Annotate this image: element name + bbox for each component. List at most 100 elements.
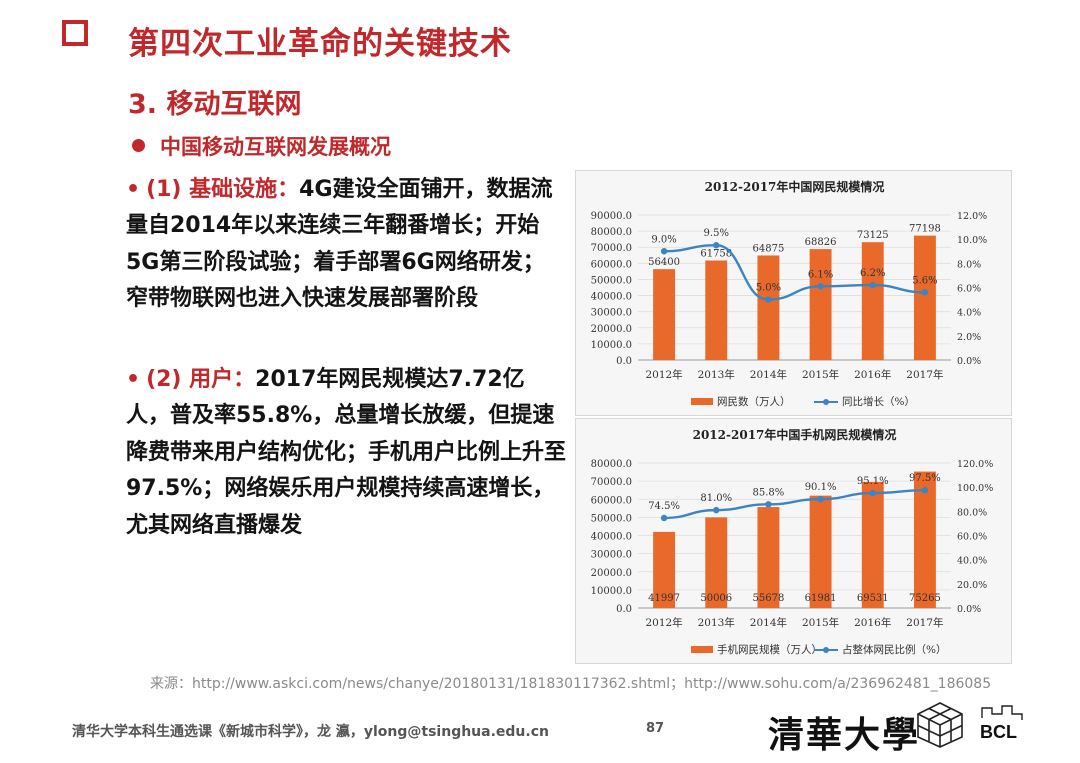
y-right-tick-label: 20.0% bbox=[957, 580, 987, 591]
chart-mobile-users-svg: 2012-2017年中国手机网民规模情况 0.0 10000.0 20000.0 300… bbox=[591, 427, 994, 656]
source-citation: 来源：http://www.askci.com/news/chanye/2018… bbox=[150, 676, 992, 692]
line-data-label: 5.6% bbox=[912, 275, 937, 286]
x-tick-label: 2015年 bbox=[802, 368, 839, 381]
y-left-tick-label: 80000.0 bbox=[591, 227, 632, 238]
legend-line-label: 同比增长（%） bbox=[842, 395, 915, 408]
y-left-tick-label: 60000.0 bbox=[591, 495, 632, 506]
y-right-tick-label: 6.0% bbox=[957, 284, 981, 295]
line-data-label: 9.5% bbox=[704, 228, 729, 239]
y-right-tick-label: 4.0% bbox=[957, 308, 981, 319]
line-data-label: 95.1% bbox=[857, 476, 889, 487]
bcl-logo-text: BCL bbox=[980, 722, 1017, 742]
line-data-label: 5.0% bbox=[756, 283, 781, 294]
bar bbox=[653, 269, 676, 360]
x-tick-label: 2016年 bbox=[854, 616, 891, 629]
bar bbox=[861, 242, 884, 360]
tsinghua-logo: 清華大學 bbox=[768, 714, 921, 756]
legend-line-marker bbox=[823, 647, 829, 653]
line-point bbox=[765, 501, 772, 508]
bullet-icon: • bbox=[126, 367, 141, 392]
legend-line-marker bbox=[823, 399, 829, 405]
legend-bar-label: 手机网民规模（万人） bbox=[717, 643, 822, 656]
bar-data-label: 55678 bbox=[753, 593, 785, 604]
y-right-tick-label: 0.0% bbox=[957, 604, 981, 615]
y-left-tick-label: 50000.0 bbox=[591, 275, 632, 286]
chart-internet-users-svg: 2012-2017年中国网民规模情况 0.0 10000.0 20000.0 30000… bbox=[591, 179, 988, 408]
subheading: 中国移动互联网发展概况 bbox=[160, 135, 391, 159]
bar-data-label: 75265 bbox=[909, 593, 941, 604]
x-tick-label: 2016年 bbox=[854, 368, 891, 381]
y-right-tick-label: 8.0% bbox=[957, 259, 981, 270]
line-data-label: 9.0% bbox=[651, 234, 676, 245]
y-right-tick-label: 12.0% bbox=[957, 211, 987, 222]
line-point bbox=[921, 289, 929, 296]
y-right-tick-label: 10.0% bbox=[957, 235, 987, 246]
x-tick-label: 2013年 bbox=[698, 616, 735, 629]
bar-data-label: 69531 bbox=[857, 593, 889, 604]
line-point bbox=[817, 495, 824, 503]
bar-data-label: 68826 bbox=[805, 237, 837, 248]
y-left-tick-label: 30000.0 bbox=[591, 550, 632, 561]
bullet-dot-icon bbox=[132, 139, 145, 152]
x-tick-label: 2014年 bbox=[750, 368, 787, 381]
y-left-tick-label: 0.0 bbox=[616, 604, 632, 615]
line-point bbox=[765, 296, 772, 303]
line-data-label: 6.1% bbox=[808, 269, 833, 280]
bar-data-label: 56400 bbox=[648, 257, 680, 268]
line-point bbox=[713, 242, 720, 249]
bar bbox=[757, 507, 780, 608]
x-tick-label: 2012年 bbox=[645, 368, 682, 381]
bar bbox=[913, 235, 936, 360]
bar-data-label: 61758 bbox=[700, 249, 732, 260]
line-data-label: 97.5% bbox=[909, 473, 941, 484]
chart-mobile-users: 2012-2017年中国手机网民规模情况 0.0 10000.0 20000.0 300… bbox=[575, 418, 1012, 664]
line-data-label: 74.5% bbox=[648, 501, 680, 512]
paragraph-users: • (2) 用户：2017年网民规模达7.72亿人，普及率55.8%，总量增长放缓… bbox=[126, 362, 566, 544]
y-right-tick-label: 60.0% bbox=[957, 532, 987, 543]
line-point bbox=[921, 486, 929, 494]
line-data-label: 90.1% bbox=[805, 482, 837, 493]
y-left-tick-label: 70000.0 bbox=[591, 477, 632, 488]
y-left-tick-label: 80000.0 bbox=[591, 459, 632, 470]
y-right-tick-label: 80.0% bbox=[957, 507, 987, 518]
line-point bbox=[660, 248, 668, 255]
y-left-tick-label: 20000.0 bbox=[591, 324, 632, 335]
y-right-tick-label: 100.0% bbox=[957, 483, 993, 494]
bullet-icon: • bbox=[126, 177, 141, 202]
title-square-icon bbox=[62, 20, 88, 46]
y-left-tick-label: 50000.0 bbox=[591, 513, 632, 524]
paragraph-text: 4G建设全面铺开，数据流量自2014年以来连续三年翻番增长；开始5G第三阶段试验… bbox=[126, 177, 553, 312]
chart-internet-users: 2012-2017年中国网民规模情况 0.0 10000.0 20000.0 30000… bbox=[575, 170, 1012, 416]
bar-data-label: 50006 bbox=[700, 593, 732, 604]
line-data-label: 85.8% bbox=[753, 487, 785, 498]
cube-logo-icon bbox=[917, 702, 963, 748]
legend-bar-swatch bbox=[691, 646, 713, 653]
paragraph-highlight: (2) 用户： bbox=[146, 367, 256, 392]
bar-data-label: 73125 bbox=[857, 230, 889, 241]
bcl-logo: BCL bbox=[980, 705, 1023, 742]
y-left-tick-label: 30000.0 bbox=[591, 308, 632, 319]
y-right-tick-label: 120.0% bbox=[957, 459, 993, 470]
bar bbox=[705, 517, 728, 608]
bar-data-label: 64875 bbox=[753, 243, 785, 254]
slide-title: 第四次工业革命的关键技术 bbox=[128, 26, 512, 62]
y-right-tick-label: 2.0% bbox=[957, 332, 981, 343]
x-tick-label: 2017年 bbox=[906, 616, 943, 629]
y-left-tick-label: 60000.0 bbox=[591, 259, 632, 270]
chart-title: 2012-2017年中国网民规模情况 bbox=[705, 179, 885, 194]
x-tick-label: 2013年 bbox=[698, 368, 735, 381]
y-left-tick-label: 10000.0 bbox=[591, 586, 632, 597]
y-left-tick-label: 90000.0 bbox=[591, 211, 632, 222]
y-left-tick-label: 10000.0 bbox=[591, 340, 632, 351]
paragraph-text: 2017年网民规模达7.72亿人，普及率55.8%，总量增长放缓，但提速降费带来… bbox=[126, 367, 567, 538]
section-heading: 3. 移动互联网 bbox=[128, 89, 302, 120]
line-point bbox=[869, 489, 876, 497]
line-point bbox=[713, 506, 720, 514]
bar bbox=[809, 249, 832, 360]
bar-data-label: 61981 bbox=[805, 593, 837, 604]
y-left-tick-label: 40000.0 bbox=[591, 532, 632, 543]
series-line bbox=[664, 488, 925, 520]
line-data-label: 81.0% bbox=[700, 493, 732, 504]
bar-data-label: 77198 bbox=[909, 224, 941, 235]
page-number: 87 bbox=[646, 721, 665, 736]
